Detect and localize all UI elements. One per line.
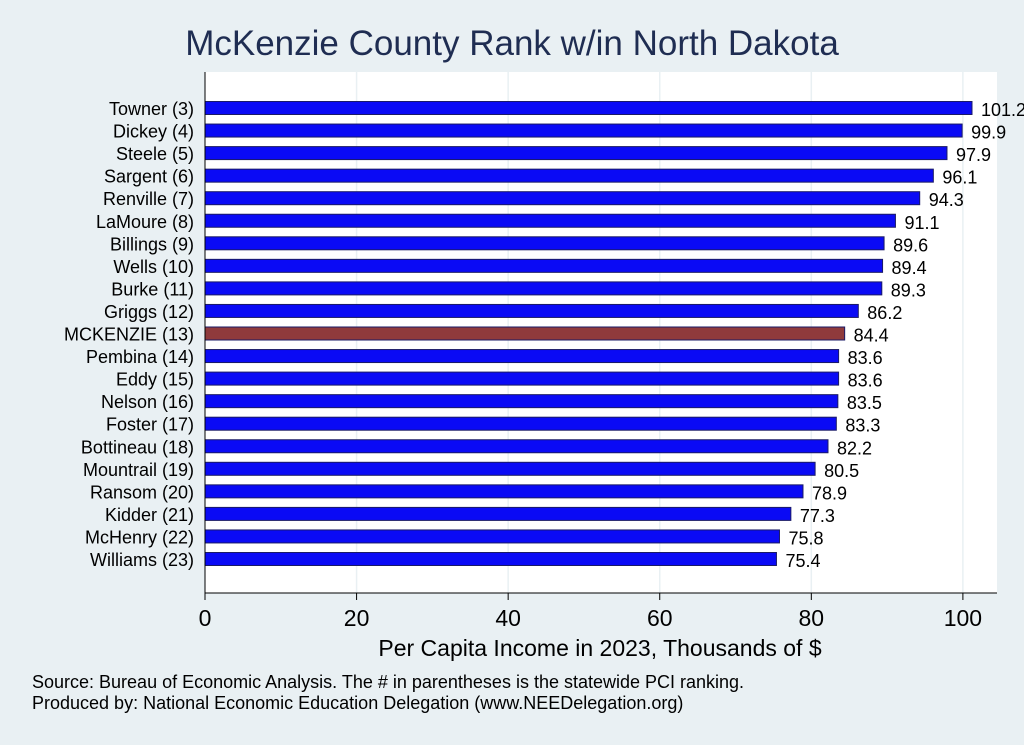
- bar: [204, 258, 884, 273]
- value-labels: 101.2 99.997.9 96.194.3 91.189.6 89.489.3 86.…: [785, 100, 1024, 571]
- value-label: 80.5: [824, 461, 859, 481]
- bar: [204, 552, 777, 566]
- category-label: Steele (5): [116, 144, 194, 164]
- value-label: 99.9: [971, 123, 1006, 143]
- category-label: MCKENZIE (13): [64, 325, 194, 345]
- bar: [204, 349, 840, 364]
- value-label: 94.3: [929, 190, 964, 210]
- bar: [204, 371, 840, 386]
- x-tick-label: 40: [495, 605, 521, 631]
- value-label: 75.4: [785, 551, 820, 571]
- value-label: 91.1: [904, 213, 939, 233]
- bar: [204, 281, 883, 296]
- category-label: Mountrail (19): [83, 460, 194, 480]
- category-label: Towner (3): [109, 99, 194, 119]
- value-label: 78.9: [812, 483, 847, 503]
- x-tick-label: 80: [799, 605, 825, 631]
- value-label: 97.9: [956, 145, 991, 165]
- category-label: Burke (11): [111, 279, 194, 299]
- bar: [204, 416, 837, 431]
- value-label: 89.3: [891, 280, 926, 300]
- chart-title: McKenzie County Rank w/in North Dakota: [185, 24, 839, 63]
- category-label: Sargent (6): [104, 167, 194, 187]
- category-label: Ransom (20): [90, 482, 194, 502]
- produced-by-text: Produced by: National Economic Education…: [32, 693, 684, 713]
- value-label: 89.6: [893, 235, 928, 255]
- value-label: 83.6: [848, 348, 883, 368]
- source-note: Source: Bureau of Economic Analysis. The…: [32, 672, 744, 714]
- value-label: 83.3: [845, 416, 880, 436]
- category-label: Griggs (12): [104, 302, 194, 322]
- x-tick-label: 0: [199, 605, 212, 631]
- source-text: Source: Bureau of Economic Analysis. The…: [32, 672, 745, 692]
- value-label: 82.2: [837, 438, 872, 458]
- x-tick-label: 20: [344, 605, 370, 631]
- bar: [204, 484, 804, 499]
- value-label: 96.1: [942, 168, 977, 188]
- category-label: Bottineau (18): [81, 437, 194, 457]
- bar: [204, 303, 859, 318]
- value-label: 83.5: [847, 393, 882, 413]
- category-label: Eddy (15): [116, 370, 194, 390]
- category-labels: Towner (3) Dickey (4)Steele (5) Sargent (6…: [64, 99, 194, 570]
- category-label: Pembina (14): [86, 347, 194, 367]
- bar: [204, 191, 921, 206]
- bar: [204, 461, 816, 476]
- x-tick-label: 60: [647, 605, 673, 631]
- category-label: Foster (17): [106, 415, 194, 435]
- value-label: 86.2: [867, 303, 902, 323]
- bar: [204, 439, 829, 454]
- value-label: 84.4: [854, 326, 889, 346]
- bar-highlight: [204, 326, 846, 341]
- x-axis-ticks: 0 20 40 60 80 100: [199, 593, 982, 631]
- value-label: 89.4: [892, 258, 927, 278]
- value-label: 77.3: [800, 506, 835, 526]
- category-label: Nelson (16): [101, 392, 194, 412]
- bar: [204, 213, 896, 228]
- category-label: LaMoure (8): [96, 212, 194, 232]
- bar: [204, 101, 973, 115]
- bar: [204, 146, 948, 161]
- x-axis-label: Per Capita Income in 2023, Thousands of …: [378, 635, 821, 661]
- category-label: Kidder (21): [105, 505, 194, 525]
- category-label: Wells (10): [113, 257, 194, 277]
- bar: [204, 236, 885, 251]
- category-label: Billings (9): [110, 234, 194, 254]
- bar: [204, 123, 963, 138]
- bar: [204, 506, 792, 521]
- x-tick-label: 100: [944, 605, 982, 631]
- category-label: Renville (7): [103, 189, 194, 209]
- bar: [204, 394, 839, 409]
- bar: [204, 529, 780, 544]
- value-label: 83.6: [848, 371, 883, 391]
- value-label: 75.8: [788, 528, 823, 548]
- category-label: Dickey (4): [113, 122, 194, 142]
- bar: [204, 168, 934, 183]
- category-label: McHenry (22): [85, 527, 194, 547]
- category-label: Williams (23): [90, 550, 194, 570]
- bars: [204, 101, 973, 566]
- value-label: 101.2: [981, 100, 1024, 120]
